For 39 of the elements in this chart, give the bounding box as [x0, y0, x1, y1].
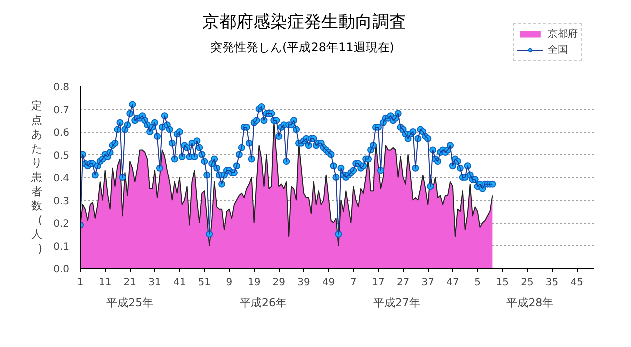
text: 平成27年 — [373, 296, 420, 310]
text: 平成25年 — [106, 296, 154, 310]
x-tick-label: 49 — [322, 278, 336, 288]
x-tick-label: 15 — [496, 278, 509, 288]
chart-subtitle: 突発性発しん(平成28年11週現在) — [210, 40, 394, 54]
x-tick-label: 25 — [521, 278, 534, 288]
x-tick-label: 31 — [148, 278, 162, 288]
text: 定点あたり患者数(人) — [32, 100, 43, 256]
x-tick-label: 29 — [272, 278, 286, 288]
y-tick-label: 0.2 — [54, 219, 70, 230]
x-tick-label: 21 — [124, 278, 137, 288]
y-tick-label: 0.0 — [54, 264, 70, 276]
x-tick-label: 47 — [446, 278, 460, 288]
x-tick-label: 51 — [198, 278, 212, 288]
x-tick-label: 11 — [98, 278, 112, 288]
y-tick-label: 0.4 — [54, 174, 70, 184]
legend-label: 全国 — [548, 44, 568, 57]
x-tick-label: 27 — [396, 278, 410, 288]
y-tick-label: 0.1 — [54, 242, 70, 253]
x-tick-label: 19 — [248, 278, 261, 288]
legend-label: 京都府 — [548, 28, 578, 41]
y-tick-label: 0.3 — [54, 196, 70, 208]
y-tick-label: 0.5 — [54, 150, 70, 162]
x-tick-label: 5 — [474, 278, 481, 288]
y-tick-label: 0.8 — [54, 82, 70, 94]
x-tick-label: 7 — [350, 278, 357, 288]
x-tick-label: 9 — [226, 278, 233, 288]
x-tick-label: 17 — [372, 278, 385, 288]
x-tick-label: 45 — [570, 278, 584, 288]
y-tick-label: 0.6 — [54, 128, 70, 139]
text: 平成26年 — [240, 296, 288, 310]
text: 平成28年 — [506, 296, 554, 310]
x-tick-label: 37 — [422, 278, 435, 288]
x-tick-label: 1 — [77, 278, 84, 288]
x-tick-label: 35 — [546, 278, 559, 288]
y-tick-label: 0.7 — [54, 105, 70, 116]
chart-title: 京都府感染症発生動向調査 — [202, 12, 406, 32]
x-tick-label: 41 — [173, 278, 186, 288]
x-tick-label: 39 — [298, 278, 310, 288]
